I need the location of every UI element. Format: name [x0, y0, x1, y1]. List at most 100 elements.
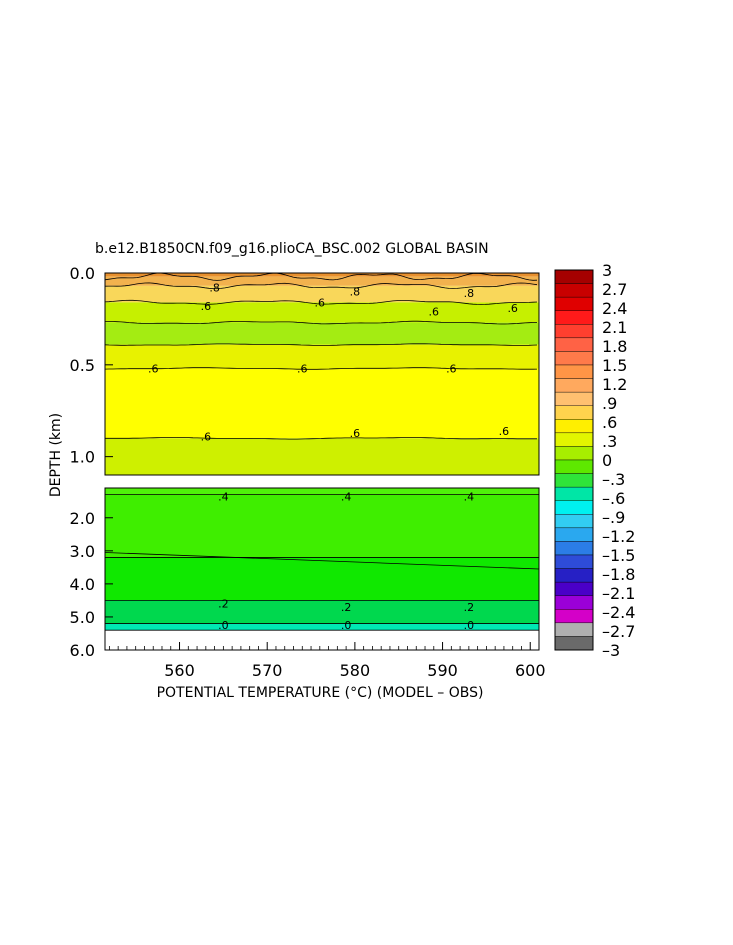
colorbar-label: 1.8: [602, 337, 627, 356]
upper-contour-label: .8: [209, 282, 220, 295]
upper-band: [105, 273, 539, 277]
colorbar-segment: [554, 269, 594, 284]
y-tick-label: 4.0: [70, 575, 95, 594]
upper-contour-label: .6: [297, 362, 308, 375]
colorbar-segment: [554, 595, 594, 610]
upper-contour-label: .8: [350, 285, 361, 298]
x-tick-label: 590: [427, 661, 458, 680]
colorbar-segment: [554, 324, 594, 339]
upper-contour-label: .6: [350, 427, 361, 440]
upper-contour-label: .6: [499, 425, 510, 438]
upper-contour-line: [105, 320, 538, 325]
colorbar-segment: [554, 378, 594, 393]
upper-band: [105, 438, 539, 475]
colorbar-segment: [554, 514, 594, 529]
upper-contour-label: .6: [429, 306, 440, 319]
colorbar-segment: [554, 622, 594, 637]
x-tick-label: 580: [340, 661, 371, 680]
lower-band: [105, 623, 539, 631]
y-tick-label: 2.0: [70, 509, 95, 528]
colorbar-label: –1.5: [602, 546, 635, 565]
upper-contour-label: .6: [201, 300, 212, 313]
lower-band: [105, 630, 539, 650]
colorbar-segment: [554, 459, 594, 474]
y-tick-label: 5.0: [70, 608, 95, 627]
colorbar-segment: [554, 636, 594, 651]
colorbar-frame: [554, 269, 594, 651]
y-tick-label: 1.0: [70, 448, 95, 467]
lower-band: [105, 494, 539, 558]
colorbar-segment: [554, 554, 594, 569]
colorbar-label: –.9: [602, 508, 625, 527]
lower-contour-label: .4: [341, 490, 352, 503]
colorbar-label: .9: [602, 394, 617, 413]
lower-contour-label: .4: [218, 490, 229, 503]
colorbar-label: –2.4: [602, 603, 635, 622]
colorbar-label: 1.5: [602, 356, 627, 375]
upper-contour-line: [104, 272, 538, 281]
x-tick-label: 560: [164, 661, 195, 680]
colorbar-label: –2.1: [602, 584, 635, 603]
lower-contour-line: [104, 552, 540, 570]
lower-band: [105, 488, 539, 495]
colorbar-segment: [554, 391, 594, 406]
upper-band: [105, 368, 539, 439]
upper-contour-line: [104, 343, 538, 346]
lower-contour-label: .2: [218, 598, 229, 611]
upper-panel-frame: [104, 272, 540, 476]
colorbar-segment: [554, 541, 594, 556]
colorbar-segment: [554, 310, 594, 325]
colorbar-segment: [554, 364, 594, 379]
lower-band: [105, 600, 539, 624]
upper-contour-label: .6: [201, 430, 212, 443]
x-tick-label: 570: [252, 661, 283, 680]
colorbar-segment: [554, 419, 594, 434]
lower-contour-label: .0: [341, 619, 352, 632]
colorbar-segment: [554, 568, 594, 583]
upper-band: [105, 302, 539, 323]
lower-panel: .4 .4 .4 .2 .2 .2 .0 .0 .0: [104, 487, 540, 651]
upper-contour-label: .6: [315, 296, 326, 309]
upper-contour-label: .6: [446, 362, 457, 375]
lower-contour-label: .4: [464, 490, 475, 503]
x-axis-label: POTENTIAL TEMPERATURE (°C) (MODEL – OBS): [157, 685, 484, 701]
colorbar-label: –.6: [602, 489, 625, 508]
colorbar-segment: [554, 296, 594, 311]
colorbar-segment: [554, 473, 594, 488]
colorbar-label: –3: [602, 641, 620, 660]
colorbar-label: 0: [602, 451, 612, 470]
colorbar-segment: [554, 609, 594, 624]
colorbar: 32.72.42.11.81.51.2.9.6.30–.3–.6–.9–1.2–…: [554, 261, 635, 660]
colorbar-segment: [554, 500, 594, 515]
colorbar-segment: [554, 405, 594, 420]
colorbar-label: .3: [602, 432, 617, 451]
y-tick-label: 6.0: [70, 641, 95, 660]
colorbar-segment: [554, 446, 594, 461]
colorbar-segment: [554, 527, 594, 542]
colorbar-label: –1.8: [602, 565, 635, 584]
upper-band: [105, 322, 539, 345]
lower-contour-label: .2: [341, 601, 352, 614]
x-tick-label: 600: [515, 661, 546, 680]
upper-band: [105, 285, 539, 303]
colorbar-segment: [554, 432, 594, 447]
y-tick-label: 0.0: [70, 264, 95, 283]
upper-contour-label: .6: [148, 362, 159, 375]
upper-band: [105, 344, 539, 369]
y-axis-label: DEPTH (km): [48, 413, 64, 497]
upper-contour-line: [104, 282, 538, 290]
colorbar-segment: [554, 581, 594, 596]
colorbar-label: 1.2: [602, 375, 627, 394]
colorbar-segment: [554, 283, 594, 298]
upper-contour-label: .6: [507, 302, 518, 315]
y-tick-label: 3.0: [70, 542, 95, 561]
y-tick-label: 0.5: [70, 356, 95, 375]
colorbar-segment: [554, 351, 594, 366]
upper-panel: .8 .8 .8 .6 .6 .6 .6 .6 .6 .6 .6 .6 .6: [104, 272, 540, 476]
upper-contour-line: [105, 437, 537, 440]
colorbar-label: 2.1: [602, 318, 627, 337]
x-axis: 560 570 580 590 600: [108, 642, 546, 680]
colorbar-label: .6: [602, 413, 617, 432]
colorbar-segment: [554, 486, 594, 501]
